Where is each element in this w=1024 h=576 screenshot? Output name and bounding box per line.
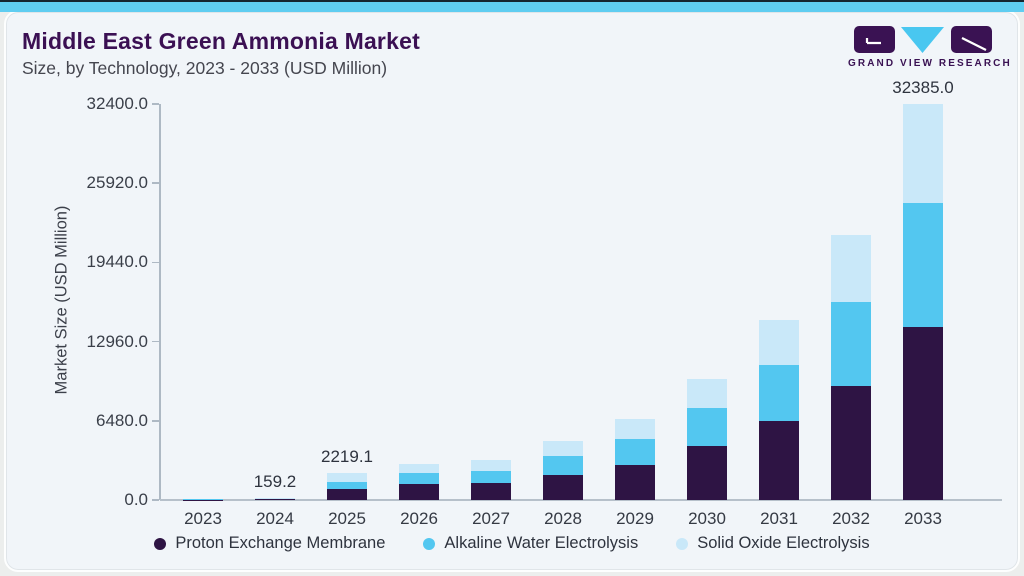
bar-total-label: 159.2 xyxy=(253,472,297,492)
bar-segment-solid-oxide-electrolysis xyxy=(471,460,511,472)
bar-segment-solid-oxide-electrolysis xyxy=(687,378,727,408)
bar-segment-alkaline-water-electrolysis xyxy=(399,472,439,484)
bar-segment-proton-exchange-membrane xyxy=(543,474,583,500)
x-tick-label: 2032 xyxy=(832,509,870,528)
x-tick-label: 2029 xyxy=(616,509,654,528)
legend-label: Proton Exchange Membrane xyxy=(175,534,386,552)
bar-segment-solid-oxide-electrolysis xyxy=(831,235,871,303)
x-tick-label: 2028 xyxy=(544,509,582,528)
bar-group xyxy=(183,499,223,500)
y-tick-label: 0.0 xyxy=(124,490,148,509)
bar-segment-alkaline-water-electrolysis xyxy=(615,438,655,465)
chart-legend: Proton Exchange Membrane Alkaline Water E… xyxy=(0,534,1024,553)
bar-segment-alkaline-water-electrolysis xyxy=(831,302,871,386)
legend-item: Alkaline Water Electrolysis xyxy=(423,534,638,553)
bar-segment-proton-exchange-membrane xyxy=(615,464,655,500)
bar-group xyxy=(759,319,799,500)
bar-segment-alkaline-water-electrolysis xyxy=(759,364,799,421)
bar-segment-solid-oxide-electrolysis xyxy=(399,463,439,473)
bar-group xyxy=(543,440,583,500)
legend-item: Solid Oxide Electrolysis xyxy=(676,534,870,553)
y-tick-label: 6480.0 xyxy=(96,410,148,430)
y-axis-title: Market Size (USD Million) xyxy=(52,205,71,395)
bar-segment-proton-exchange-membrane xyxy=(327,489,367,500)
logo-v-triangle-icon xyxy=(901,27,944,53)
chart-title: Middle East Green Ammonia Market xyxy=(22,28,420,54)
bar-group xyxy=(399,463,439,500)
legend-label: Alkaline Water Electrolysis xyxy=(444,534,639,552)
bar-segment-solid-oxide-electrolysis xyxy=(759,319,799,365)
legend-swatch-icon xyxy=(423,537,436,550)
legend-label: Solid Oxide Electrolysis xyxy=(697,534,870,552)
bar-segment-proton-exchange-membrane xyxy=(687,445,727,500)
y-tick-label: 12960.0 xyxy=(86,331,148,351)
bar-segment-proton-exchange-membrane xyxy=(471,483,511,500)
bar-group xyxy=(687,378,727,500)
bar-group xyxy=(615,418,655,500)
bar-segment-alkaline-water-electrolysis xyxy=(903,203,943,328)
y-tick xyxy=(152,261,159,264)
y-tick xyxy=(152,340,159,343)
y-tick-label: 32400.0 xyxy=(86,94,148,113)
bar-segment-alkaline-water-electrolysis xyxy=(255,498,295,500)
bar-segment-solid-oxide-electrolysis xyxy=(327,472,367,482)
x-tick-label: 2030 xyxy=(688,509,726,528)
bar-segment-proton-exchange-membrane xyxy=(255,499,295,500)
bar-segment-proton-exchange-membrane xyxy=(399,483,439,500)
brand-name: GRAND VIEW RESEARCH xyxy=(848,58,1012,69)
top-accent-edge xyxy=(0,0,1024,2)
bar-segment-solid-oxide-electrolysis xyxy=(255,498,295,499)
y-tick xyxy=(152,420,159,422)
x-tick-label: 2031 xyxy=(760,509,798,528)
x-tick-label: 2026 xyxy=(400,509,438,528)
y-tick-label: 19440.0 xyxy=(86,252,148,272)
bar-total-label: 32385.0 xyxy=(892,78,954,98)
y-axis xyxy=(159,104,161,500)
x-tick-label: 2024 xyxy=(256,509,294,528)
bar-segment-alkaline-water-electrolysis xyxy=(687,407,727,446)
bar-segment-solid-oxide-electrolysis xyxy=(615,418,655,439)
x-axis xyxy=(160,499,1002,501)
bar-segment-proton-exchange-membrane xyxy=(831,385,871,500)
bar-segment-alkaline-water-electrolysis xyxy=(327,481,367,490)
x-tick-label: 2025 xyxy=(328,509,366,528)
brand-logo-icon xyxy=(854,26,992,53)
bar-group xyxy=(255,498,295,500)
x-tick-label: 2027 xyxy=(472,509,510,528)
y-tick xyxy=(152,103,159,105)
bar-total-label: 2219.1 xyxy=(321,446,373,466)
bar-segment-alkaline-water-electrolysis xyxy=(471,471,511,483)
legend-item: Proton Exchange Membrane xyxy=(154,534,385,553)
legend-swatch-icon xyxy=(154,537,167,550)
brand-logo: GRAND VIEW RESEARCH xyxy=(848,26,1012,69)
chart-subtitle: Size, by Technology, 2023 - 2033 (USD Mi… xyxy=(22,58,388,78)
x-tick-label: 2023 xyxy=(184,509,222,528)
bar-group xyxy=(471,460,511,500)
legend-swatch-icon xyxy=(676,537,689,550)
bar-segment-alkaline-water-electrolysis xyxy=(543,455,583,475)
logo-g-glyph-icon xyxy=(865,38,881,45)
bar-segment-proton-exchange-membrane xyxy=(903,327,943,500)
x-tick-label: 2033 xyxy=(904,509,942,528)
bar-group xyxy=(831,235,871,500)
bar-segment-solid-oxide-electrolysis xyxy=(903,104,943,204)
top-accent-bar xyxy=(0,0,1024,12)
y-tick xyxy=(152,182,159,184)
bar-group xyxy=(903,104,943,500)
bar-segment-proton-exchange-membrane xyxy=(759,420,799,500)
bar-group xyxy=(327,472,367,500)
logo-r-block-icon xyxy=(951,26,992,53)
logo-r-glyph-icon xyxy=(961,37,987,51)
bar-segment-solid-oxide-electrolysis xyxy=(543,440,583,456)
logo-g-block-icon xyxy=(854,26,895,53)
y-tick-label: 25920.0 xyxy=(86,173,148,193)
y-tick xyxy=(152,499,159,501)
